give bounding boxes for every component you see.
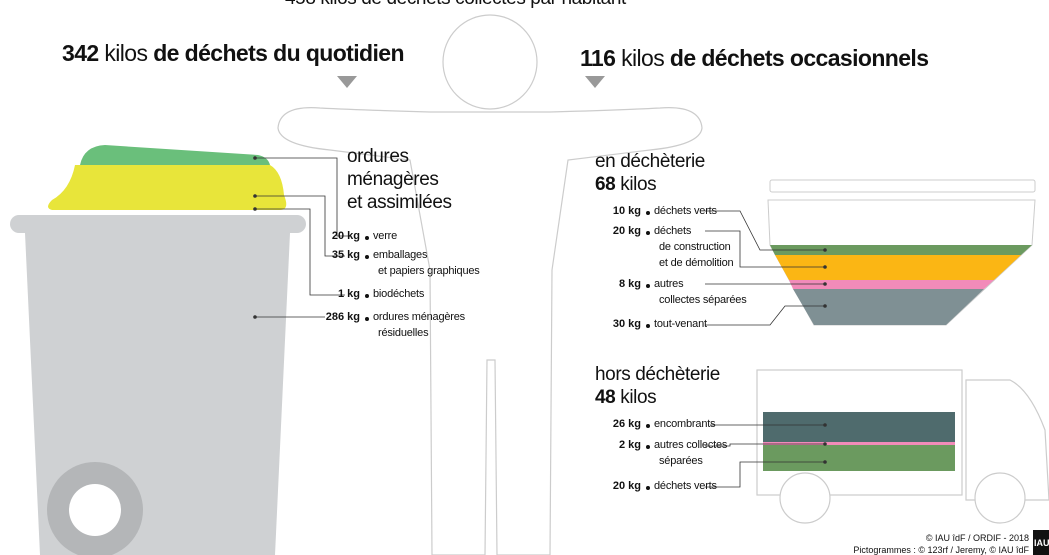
item-label: ordures ménagères: [373, 311, 465, 323]
header-title: 458 kilos de déchets collectés par habit…: [285, 0, 626, 10]
pictograms: [0, 0, 1049, 555]
subsection-amount: 48 kilos: [595, 387, 656, 409]
amount: 116: [580, 45, 615, 71]
item-label: de construction: [659, 241, 731, 253]
item-label: déchets verts: [654, 205, 717, 217]
item-label: emballages: [373, 249, 427, 261]
item-label: collectes séparées: [659, 294, 747, 306]
container: [768, 180, 1035, 325]
item-label: et de démolition: [659, 257, 733, 269]
unit: kilos: [620, 387, 656, 408]
bullet: [365, 294, 369, 298]
item-label: tout-venant: [654, 318, 707, 330]
item-label: encombrants: [654, 418, 715, 430]
subsection-title: hors déchèterie: [595, 364, 720, 386]
bullet: [646, 445, 650, 449]
section-title: 116 kilos de déchets occasionnels: [580, 45, 928, 72]
item-label: déchets verts: [654, 480, 717, 492]
group-line: ordures: [347, 146, 409, 168]
unit: kilos: [621, 45, 664, 71]
item-label: biodéchets: [373, 288, 424, 300]
item-label: séparées: [659, 455, 703, 467]
amount: 286 kg: [300, 311, 360, 323]
amount: 30 kg: [581, 318, 641, 330]
item-label: autres collectes: [654, 439, 727, 451]
bullet: [365, 236, 369, 240]
bullet: [365, 255, 369, 259]
item-label: déchets: [654, 225, 691, 237]
amount: 2 kg: [581, 439, 641, 451]
item-label: autres: [654, 278, 683, 290]
amount: 10 kg: [581, 205, 641, 217]
label: de déchets occasionnels: [670, 45, 928, 71]
bin: [10, 145, 306, 555]
logo-text: IAU: [1034, 538, 1049, 548]
bullet: [646, 324, 650, 328]
bullet: [646, 424, 650, 428]
amount: 26 kg: [581, 418, 641, 430]
amount: 20 kg: [581, 225, 641, 237]
arrow: [585, 76, 605, 88]
item-label: verre: [373, 230, 397, 242]
credit: © IAU îdF / ORDIF - 2018: [926, 533, 1029, 543]
credit: Pictogrammes : © 123rf / Jeremy, © IAU î…: [853, 545, 1029, 555]
item-label: résiduelles: [378, 327, 428, 339]
bullet: [646, 211, 650, 215]
bullet: [646, 231, 650, 235]
bullet: [365, 317, 369, 321]
amount: 48: [595, 387, 615, 408]
item-label: et papiers graphiques: [378, 265, 480, 277]
amount: 35 kg: [300, 249, 360, 261]
arrow: [337, 76, 357, 88]
bullet: [646, 486, 650, 490]
unit: kilos: [104, 40, 147, 66]
amount: 1 kg: [300, 288, 360, 300]
amount: 342: [62, 40, 99, 66]
amount: 20 kg: [581, 480, 641, 492]
subsection-title: en déchèterie: [595, 151, 705, 173]
group-line: ménagères: [347, 169, 438, 191]
label: de déchets du quotidien: [153, 40, 404, 66]
unit: kilos: [620, 174, 656, 195]
infographic: 458 kilos de déchets collectés par habit…: [0, 0, 1049, 555]
bullet: [646, 284, 650, 288]
amount: 8 kg: [581, 278, 641, 290]
amount: 20 kg: [300, 230, 360, 242]
section-title: 342 kilos de déchets du quotidien: [62, 40, 404, 67]
subsection-amount: 68 kilos: [595, 174, 656, 196]
amount: 68: [595, 174, 615, 195]
group-line: et assimilées: [347, 192, 452, 214]
